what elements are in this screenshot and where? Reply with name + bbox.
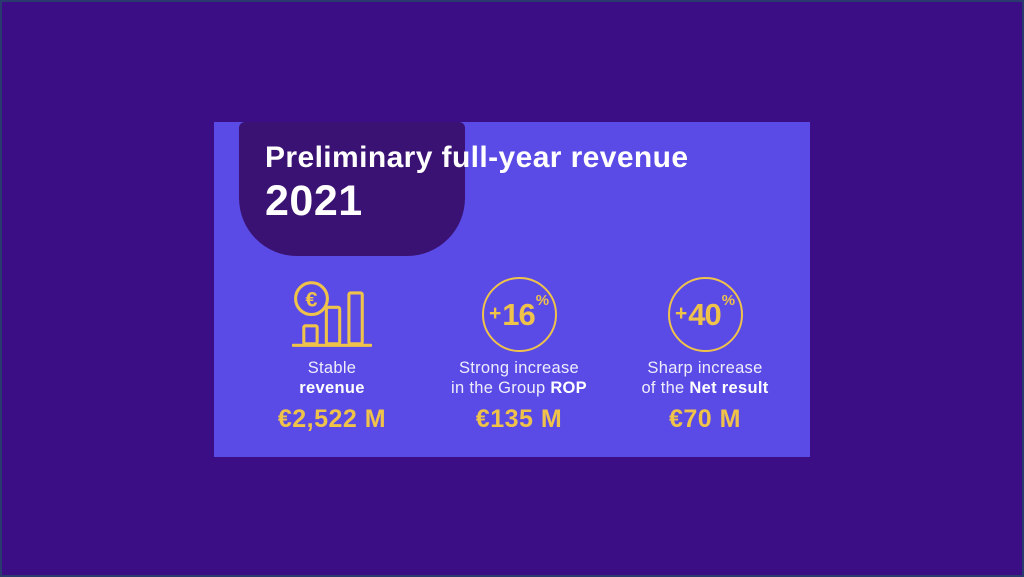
stat-amount: €70 M [669,405,741,433]
title-text: Preliminary full-year revenue [265,141,689,174]
percent-circle: + 40 % [667,276,743,352]
stat-label-line2: in the Group ROP [419,378,619,398]
percent-sign: % [535,291,550,309]
percent-sign: % [721,291,736,309]
percent-value: 40 [688,296,721,332]
stat-column-revenue: € Stable revenue €2,522 M [232,275,432,434]
stat-column-rop: + 16 % Strong increase in the Group ROP … [419,275,619,434]
stat-label-regular: in the Group [451,379,551,397]
stat-label-regular: of the [641,379,690,397]
percent-circle: + 16 % [481,276,557,352]
page-title: Preliminary full-year revenue 2021 [265,140,688,224]
percent-growth-badge-icon: + 40 % [605,275,805,353]
stat-amount: €135 M [475,405,563,433]
title-blob [239,122,465,256]
percent-value: 16 [502,296,535,332]
plus-sign: + [488,302,502,325]
stat-label-line1: Sharp increase [647,359,763,377]
stat-label-line1: Stable [307,359,357,377]
euro-coin-bar-chart-icon: € [232,275,432,353]
stat-label-line1: Strong increase [458,359,580,377]
stat-label-bold: revenue [299,379,365,397]
stat-column-net-result: + 40 % Sharp increase of the Net result … [605,275,805,434]
slide-card: Preliminary full-year revenue 2021 € Sta… [214,122,810,457]
svg-text:€: € [306,287,318,311]
percent-growth-badge-icon: + 16 % [419,275,619,353]
stat-label-line2: revenue [232,378,432,398]
stat-label-bold: ROP [550,379,587,397]
plus-sign: + [674,302,688,325]
stat-label-line2: of the Net result [605,378,805,398]
stat-label-bold: Net result [689,379,769,397]
title-year: 2021 [265,177,363,225]
stat-amount: €2,522 M [277,405,387,433]
